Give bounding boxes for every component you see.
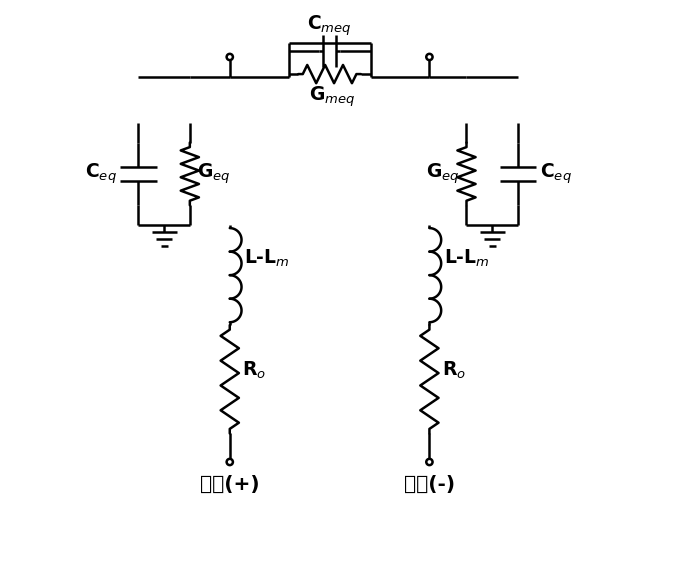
Text: 信号(+): 信号(+) [200,475,260,494]
Text: 信号(-): 信号(-) [404,475,455,494]
Text: G$_{meq}$: G$_{meq}$ [310,84,355,109]
Text: C$_{meq}$: C$_{meq}$ [308,14,352,38]
Text: L-L$_m$: L-L$_m$ [244,248,290,268]
Text: R$_o$: R$_o$ [442,360,466,381]
Text: C$_{eq}$: C$_{eq}$ [539,162,572,186]
Text: L-L$_m$: L-L$_m$ [444,248,490,268]
Text: G$_{eq}$: G$_{eq}$ [196,162,231,186]
Text: G$_{eq}$: G$_{eq}$ [426,162,460,186]
Text: R$_o$: R$_o$ [242,360,267,381]
Text: C$_{eq}$: C$_{eq}$ [85,162,117,186]
